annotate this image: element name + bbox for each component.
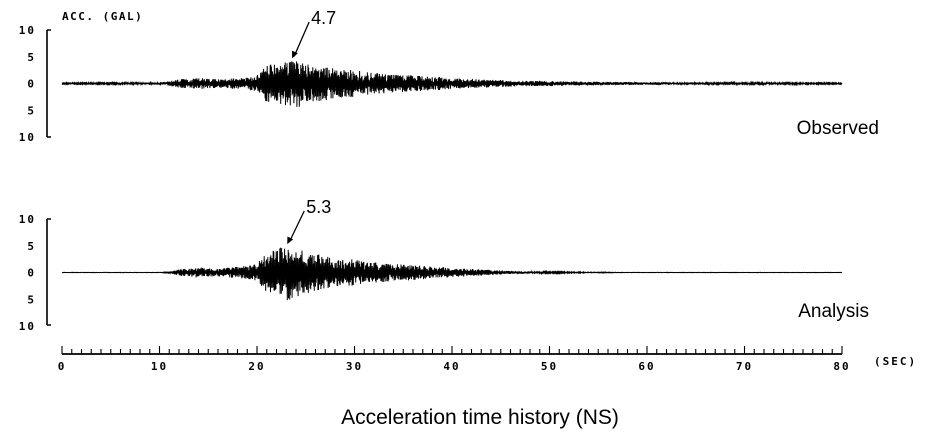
y-tick-label: 10 xyxy=(19,213,36,226)
analysis-y-axis xyxy=(46,218,51,326)
analysis-y-tick-labels: 10 5 0 5 10 xyxy=(19,213,36,333)
analysis-series-label: Analysis xyxy=(798,301,869,322)
observed-peak-arrow xyxy=(293,21,310,57)
y-tick-label: 5 xyxy=(27,293,36,306)
observed-peak-annotation: 4.7 xyxy=(291,8,336,59)
figure-caption: Acceleration time history (NS) xyxy=(341,406,619,429)
x-tick-label: 60 xyxy=(638,360,655,373)
y-tick-label: 10 xyxy=(19,131,36,144)
observed-y-axis xyxy=(46,29,51,138)
y-tick-label: 10 xyxy=(19,320,36,333)
observed-peak-arrowhead xyxy=(291,50,298,59)
y-axis-line xyxy=(46,29,51,138)
x-tick-label: 0 xyxy=(58,360,67,373)
observed-acceleration-trace xyxy=(61,61,843,107)
x-tick-label: 10 xyxy=(151,360,168,373)
observed-panel: ACC. (GAL) 10 5 0 5 10 4.7 Observed xyxy=(19,8,879,144)
observed-series-label: Observed xyxy=(797,118,879,139)
y-tick-label: 5 xyxy=(27,104,36,117)
analysis-peak-arrow xyxy=(288,210,305,243)
y-axis-line xyxy=(46,218,51,326)
time-axis-unit-label: (SEC) xyxy=(874,355,917,368)
x-tick-label: 70 xyxy=(736,360,753,373)
observed-y-tick-labels: 10 5 0 5 10 xyxy=(19,24,36,144)
x-tick-label: 20 xyxy=(248,360,265,373)
y-tick-label: 0 xyxy=(27,267,36,280)
time-axis-ticks xyxy=(61,346,843,354)
y-axis-label: ACC. (GAL) xyxy=(62,10,143,23)
analysis-peak-label: 5.3 xyxy=(306,197,331,217)
x-tick-label: 40 xyxy=(443,360,460,373)
y-tick-label: 0 xyxy=(27,78,36,91)
time-axis xyxy=(61,346,843,355)
analysis-acceleration-trace xyxy=(61,247,843,301)
y-tick-label: 10 xyxy=(19,24,36,37)
time-axis-tick-labels: 0 10 20 30 40 50 60 70 80 xyxy=(58,360,850,373)
x-tick-label: 50 xyxy=(541,360,558,373)
analysis-peak-annotation: 5.3 xyxy=(287,197,331,245)
observed-peak-label: 4.7 xyxy=(311,8,336,28)
analysis-panel: 10 5 0 5 10 5.3 Analysis xyxy=(19,197,869,333)
x-tick-label: 30 xyxy=(346,360,363,373)
x-tick-label: 80 xyxy=(833,360,850,373)
y-tick-label: 5 xyxy=(27,240,36,253)
analysis-peak-arrowhead xyxy=(287,236,294,245)
y-tick-label: 5 xyxy=(27,51,36,64)
